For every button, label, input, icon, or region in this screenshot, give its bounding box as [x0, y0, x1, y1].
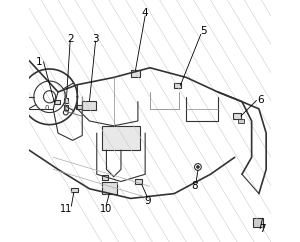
- Bar: [64, 98, 68, 103]
- Text: 5: 5: [200, 26, 207, 37]
- Bar: [71, 188, 78, 192]
- Bar: [54, 100, 60, 104]
- Bar: [82, 101, 96, 110]
- Bar: [233, 113, 241, 119]
- Bar: [64, 105, 68, 110]
- Bar: [102, 175, 108, 180]
- Bar: [253, 218, 262, 227]
- Text: 0: 0: [45, 105, 50, 111]
- Circle shape: [196, 166, 200, 168]
- Text: 7: 7: [259, 224, 266, 234]
- Bar: [174, 83, 182, 88]
- Text: 10: 10: [100, 204, 112, 214]
- Text: 8: 8: [191, 181, 198, 191]
- Bar: [102, 182, 117, 194]
- Text: 6: 6: [257, 95, 263, 106]
- Text: 11: 11: [60, 204, 73, 214]
- Bar: [102, 126, 140, 150]
- Bar: [76, 105, 82, 109]
- Bar: [130, 70, 140, 77]
- Bar: [136, 179, 142, 184]
- Text: 9: 9: [144, 196, 151, 206]
- Text: 3: 3: [92, 34, 99, 44]
- Text: 2: 2: [67, 34, 74, 44]
- Text: 1: 1: [36, 57, 43, 67]
- Text: 4: 4: [142, 8, 148, 18]
- Bar: [238, 119, 244, 123]
